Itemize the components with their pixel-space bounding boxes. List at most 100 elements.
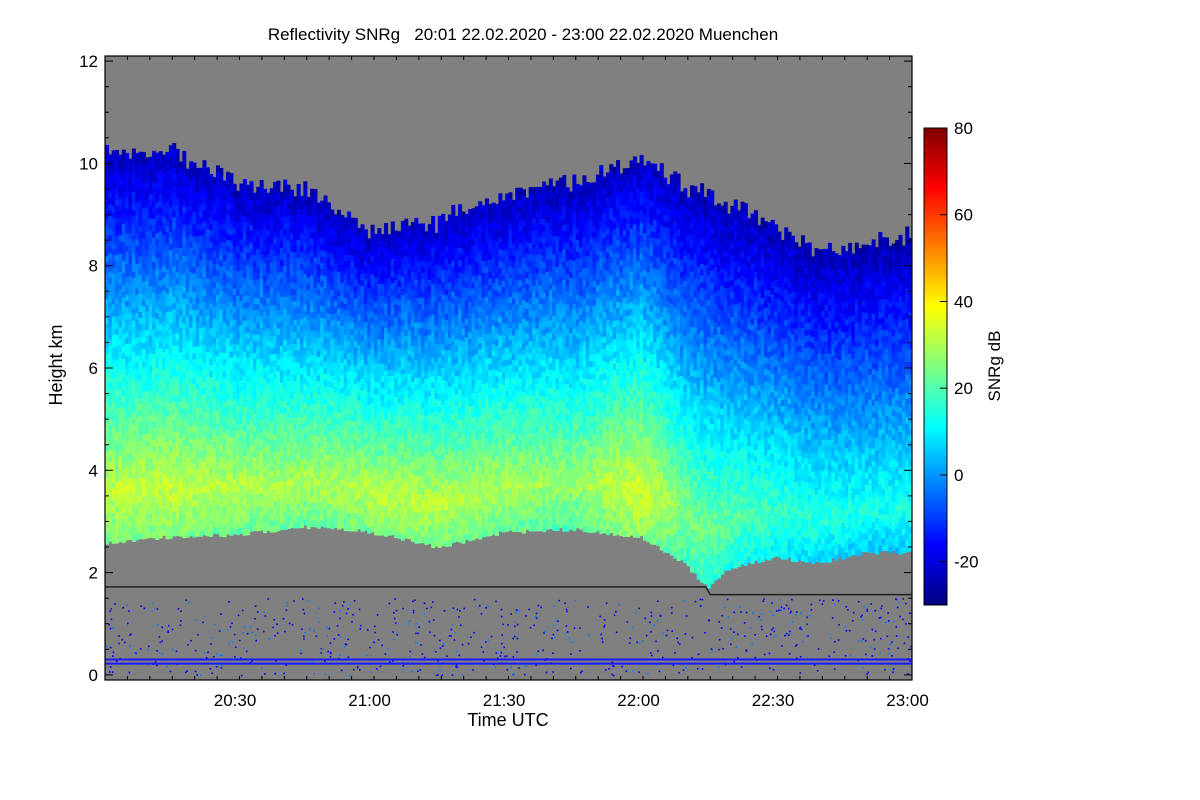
- echo-cell: [380, 234, 385, 241]
- echo-cell: [276, 180, 281, 188]
- echo-cell: [370, 230, 375, 238]
- echo-cell: [185, 500, 190, 507]
- echo-cell: [105, 230, 109, 238]
- echo-cell: [320, 298, 325, 306]
- echo-cell: [226, 184, 231, 191]
- echo-cell: [263, 452, 267, 460]
- echo-cell: [394, 291, 399, 299]
- echo-cell: [125, 398, 130, 406]
- echo-cell: [374, 233, 378, 241]
- echo-cell: [158, 378, 163, 385]
- echo-cell: [269, 261, 274, 269]
- echo-cell: [313, 514, 318, 522]
- echo-cell: [229, 492, 234, 499]
- echo-cell: [131, 338, 136, 346]
- echo-cell: [313, 428, 318, 436]
- echo-cell: [118, 179, 123, 187]
- echo-cell: [340, 503, 345, 511]
- echo-cell: [306, 491, 311, 499]
- echo-cell: [397, 409, 402, 416]
- echo-cell: [152, 181, 157, 189]
- echo-cell: [108, 399, 113, 407]
- echo-cell: [394, 426, 399, 434]
- echo-cell: [222, 432, 227, 439]
- echo-cell: [195, 266, 200, 273]
- echo-cell: [205, 363, 210, 371]
- echo-cell: [357, 479, 362, 487]
- echo-cell: [182, 531, 187, 539]
- echo-cell: [279, 265, 284, 273]
- echo-cell: [219, 167, 224, 175]
- echo-cell: [145, 353, 150, 361]
- echo-cell: [195, 186, 200, 194]
- echo-cell: [189, 235, 194, 242]
- echo-cell: [343, 383, 348, 390]
- echo-cell: [148, 383, 153, 391]
- echo-cell: [263, 379, 267, 386]
- echo-cell: [387, 412, 392, 420]
- echo-cell: [175, 283, 180, 291]
- echo-cell: [390, 246, 395, 253]
- echo-cell: [209, 456, 214, 464]
- echo-cell: [135, 152, 140, 160]
- echo-cell: [178, 198, 183, 206]
- echo-cell: [212, 226, 217, 234]
- echo-cell: [313, 268, 318, 276]
- echo-cell: [333, 361, 338, 369]
- echo-cell: [242, 252, 247, 260]
- echo-cell: [158, 261, 163, 269]
- echo-cell: [158, 181, 163, 189]
- echo-cell: [195, 394, 200, 402]
- echo-cell: [246, 319, 251, 327]
- echo-cell: [219, 364, 224, 372]
- echo-cell: [256, 383, 261, 391]
- echo-cell: [205, 308, 210, 316]
- echo-cell: [131, 271, 136, 279]
- echo-cell: [259, 229, 264, 236]
- echo-cell: [306, 522, 311, 530]
- echo-cell: [212, 361, 217, 369]
- echo-cell: [300, 386, 304, 393]
- echo-cell: [387, 424, 392, 432]
- echo-cell: [108, 301, 113, 309]
- echo-cell: [394, 359, 399, 367]
- echo-cell: [199, 450, 204, 457]
- echo-cell: [205, 241, 210, 248]
- echo-cell: [303, 304, 308, 311]
- echo-cell: [269, 311, 274, 318]
- echo-cell: [387, 400, 392, 407]
- echo-cell: [353, 371, 358, 379]
- echo-cell: [242, 400, 247, 407]
- echo-cell: [202, 319, 207, 327]
- echo-cell: [121, 297, 126, 304]
- echo-cell: [256, 229, 261, 237]
- echo-cell: [175, 504, 180, 512]
- echo-cell: [303, 371, 308, 379]
- echo-cell: [219, 260, 224, 267]
- echo-cell: [367, 520, 372, 528]
- echo-cell: [326, 429, 331, 437]
- echo-cell: [145, 525, 150, 533]
- echo-cell: [182, 433, 187, 440]
- echo-cell: [219, 530, 224, 537]
- echo-cell: [330, 246, 335, 254]
- echo-cell: [168, 360, 173, 367]
- echo-cell: [168, 409, 173, 416]
- echo-cell: [390, 233, 395, 241]
- echo-cell: [256, 272, 261, 280]
- echo-cell: [236, 239, 241, 247]
- echo-cell: [326, 294, 331, 302]
- echo-cell: [310, 299, 315, 307]
- echo-cell: [232, 282, 237, 289]
- echo-cell: [128, 477, 133, 485]
- echo-cell: [118, 510, 123, 518]
- echo-cell: [125, 404, 130, 412]
- echo-cell: [212, 312, 217, 319]
- echo-cell: [168, 329, 173, 337]
- echo-cell: [135, 318, 140, 326]
- echo-cell: [360, 377, 365, 385]
- echo-cell: [121, 382, 126, 390]
- echo-cell: [205, 449, 210, 457]
- echo-cell: [131, 406, 136, 414]
- echo-cell: [259, 382, 264, 390]
